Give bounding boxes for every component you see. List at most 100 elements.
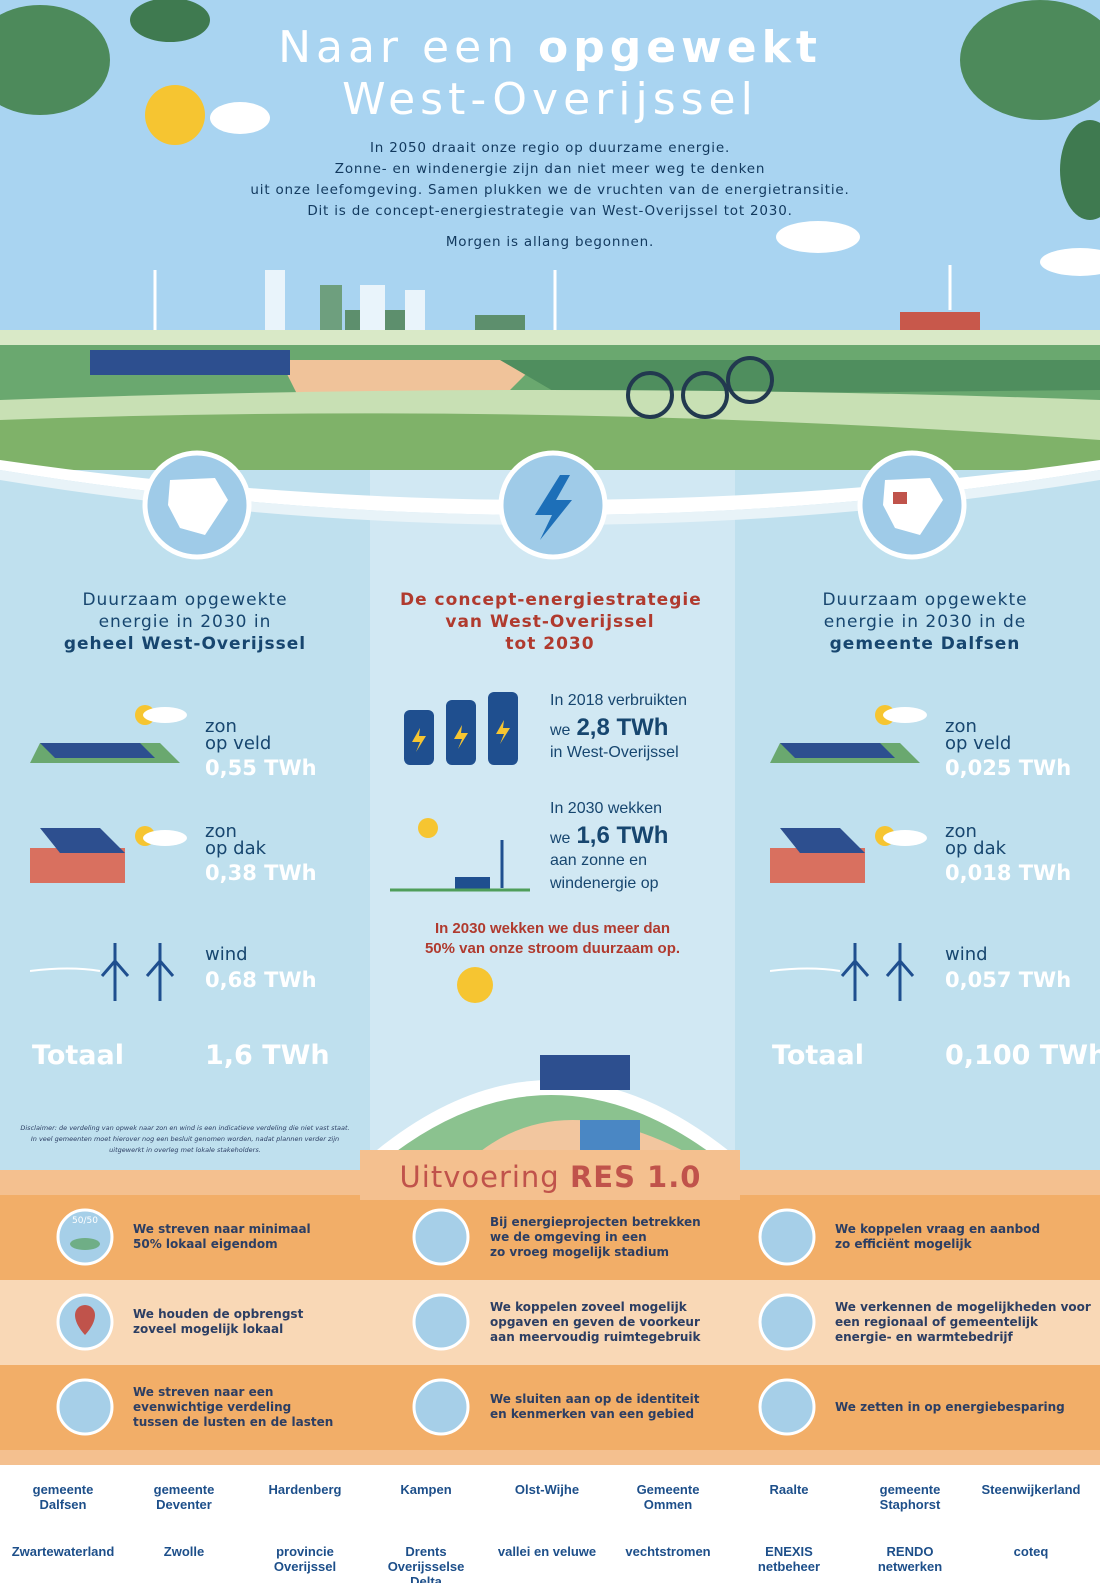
conclusion: 50% van onze stroom duurzaam op. — [370, 940, 735, 957]
action-text: Bij energieprojecten betrekken — [490, 1215, 701, 1230]
panel-heading: Duurzaam opgewekte — [35, 590, 335, 610]
action-text: we de omgeving in een — [490, 1230, 647, 1245]
action-text: We zetten in op energiebesparing — [835, 1400, 1065, 1415]
partner-logo: Steenwijkerland — [976, 1482, 1086, 1497]
action-text: 50% lokaal eigendom — [133, 1237, 278, 1252]
source-icon — [770, 703, 940, 783]
action-text: zoveel mogelijk lokaal — [133, 1322, 283, 1337]
partner-logo: vechtstromen — [613, 1544, 723, 1559]
action-text: opgaven en geven de voorkeur — [490, 1315, 700, 1330]
strategy-heading: De concept-energiestrategie — [400, 590, 700, 610]
action-text: We verkennen de mogelijkheden voor — [835, 1300, 1091, 1315]
source-icon — [30, 808, 200, 888]
partner-logo: Olst-Wijhe — [492, 1482, 602, 1497]
action-text: tussen de lusten en de lasten — [133, 1415, 333, 1430]
partner-logo: ENEXIS netbeheer — [734, 1544, 844, 1574]
total-value: 0,100 TWh — [945, 1040, 1100, 1071]
action-text: We koppelen vraag en aanbod — [835, 1222, 1040, 1237]
action-text: een regionaal of gemeentelijk — [835, 1315, 1038, 1330]
source-icon — [30, 931, 200, 1011]
action-text: We koppelen zoveel mogelijk — [490, 1300, 687, 1315]
partner-logo: gemeente Deventer — [129, 1482, 239, 1512]
panel-heading-bold: gemeente Dalfsen — [775, 634, 1075, 654]
partner-logo: vallei en veluwe — [492, 1544, 602, 1559]
action-text: zo efficiënt mogelijk — [835, 1237, 972, 1252]
intro-line: Dit is de concept-energiestrategie van W… — [0, 203, 1100, 219]
source-icon — [30, 703, 200, 783]
action-text: evenwichtige verdeling — [133, 1400, 291, 1415]
partner-logo: Drents Overijsselse Delta — [371, 1544, 481, 1583]
source-value: 0,018 TWh — [945, 861, 1071, 885]
partner-logo: gemeente Dalfsen — [8, 1482, 118, 1512]
icon-label: 50/50 — [72, 1216, 98, 1226]
source-value: 0,057 TWh — [945, 968, 1071, 992]
partner-logo: provincie Overijssel — [250, 1544, 360, 1574]
action-text: energie- en warmtebedrijf — [835, 1330, 1013, 1345]
stat-text: aan zonne en — [550, 852, 647, 870]
tagline: Morgen is allang begonnen. — [0, 234, 1100, 250]
partner-logo: Kampen — [371, 1482, 481, 1497]
source-label: wind — [945, 946, 988, 964]
source-label: op dak — [945, 840, 1006, 858]
source-icon — [770, 931, 940, 1011]
total-value: 1,6 TWh — [205, 1040, 330, 1071]
stat-amount: 2,8 TWh — [576, 714, 668, 741]
panel-heading: energie in 2030 in de — [775, 612, 1075, 632]
stat-row: we 1,6 TWh — [550, 822, 668, 850]
partner-logo: Raalte — [734, 1482, 844, 1497]
source-label: op dak — [205, 840, 266, 858]
disclaimer: In veel gemeenten moet hierover nog een … — [0, 1135, 370, 1143]
source-icon — [770, 808, 940, 888]
panel-heading-bold: geheel West-Overijssel — [35, 634, 335, 654]
conclusion: In 2030 wekken we dus meer dan — [370, 920, 735, 937]
stat-amount: 1,6 TWh — [576, 822, 668, 849]
partner-logo: Zwolle — [129, 1544, 239, 1559]
intro-line: Zonne- en windenergie zijn dan niet meer… — [0, 161, 1100, 177]
source-label: op veld — [205, 735, 271, 753]
action-text: en kenmerken van een gebied — [490, 1407, 694, 1422]
infographic: Naar een opgewekt West-Overijssel Morgen… — [0, 0, 1100, 1583]
source-value: 0,55 TWh — [205, 756, 317, 780]
action-text: We streven naar een — [133, 1385, 273, 1400]
total-label: Totaal — [772, 1040, 864, 1071]
stat-text: In 2018 verbruikten — [550, 692, 687, 710]
title-line-2: West-Overijssel — [0, 74, 1100, 125]
panel-heading: energie in 2030 in — [35, 612, 335, 632]
stat-text: In 2030 wekken — [550, 800, 662, 818]
title-bold: opgewekt — [538, 22, 822, 73]
implementation-title-bold: RES 1.0 — [570, 1160, 702, 1194]
source-value: 0,38 TWh — [205, 861, 317, 885]
partner-logo: coteq — [976, 1544, 1086, 1559]
strategy-heading: van West-Overijssel — [400, 612, 700, 632]
source-value: 0,68 TWh — [205, 968, 317, 992]
title-light: Naar een — [278, 22, 519, 73]
disclaimer: uitgewerkt in overleg met lokale stakeho… — [0, 1146, 370, 1154]
partner-logo: Zwartewaterland — [8, 1544, 118, 1559]
strategy-heading: tot 2030 — [400, 634, 700, 654]
stat-text: in West-Overijssel — [550, 744, 679, 762]
implementation-title: Uitvoering RES 1.0 — [398, 1160, 703, 1194]
panel-heading: Duurzaam opgewekte — [775, 590, 1075, 610]
partner-logo: Gemeente Ommen — [613, 1482, 723, 1512]
source-value: 0,025 TWh — [945, 756, 1071, 780]
partner-logo: RENDO netwerken — [855, 1544, 965, 1574]
total-label: Totaal — [32, 1040, 124, 1071]
intro-line: In 2050 draait onze regio op duurzame en… — [0, 140, 1100, 156]
action-text: We streven naar minimaal — [133, 1222, 311, 1237]
stat-row: we 2,8 TWh — [550, 714, 668, 742]
title-line-1: Naar een opgewekt — [0, 22, 1100, 73]
partner-logo: Hardenberg — [250, 1482, 360, 1497]
implementation-title-light: Uitvoering — [400, 1160, 560, 1194]
source-label: wind — [205, 946, 248, 964]
source-label: op veld — [945, 735, 1011, 753]
disclaimer: Disclaimer: de verdeling van opwek naar … — [0, 1124, 370, 1132]
stat-lead: we — [550, 830, 570, 847]
action-text: We sluiten aan op de identiteit — [490, 1392, 699, 1407]
intro-line: uit onze leefomgeving. Samen plukken we … — [0, 182, 1100, 198]
stat-lead: we — [550, 722, 570, 739]
action-text: We houden de opbrengst — [133, 1307, 303, 1322]
partner-logo: gemeente Staphorst — [855, 1482, 965, 1512]
stat-text: windenergie op — [550, 875, 659, 893]
action-text: aan meervoudig ruimtegebruik — [490, 1330, 701, 1345]
action-text: zo vroeg mogelijk stadium — [490, 1245, 669, 1260]
